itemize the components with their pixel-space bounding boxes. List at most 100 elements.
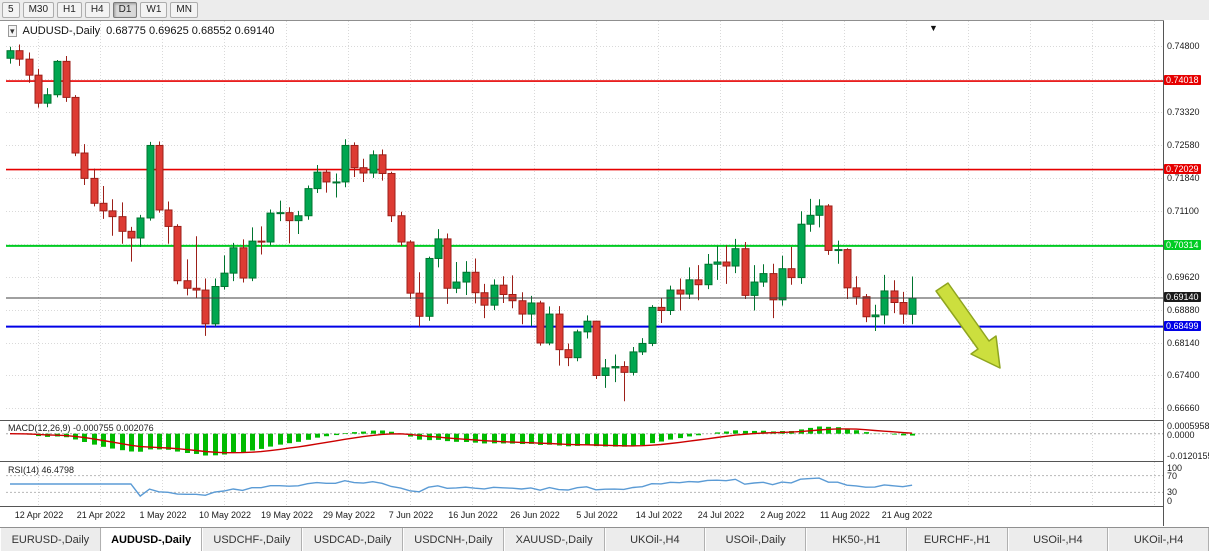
candle-body bbox=[629, 351, 638, 373]
candle-body bbox=[527, 302, 536, 315]
date-label: 19 May 2022 bbox=[260, 510, 314, 520]
tab-ukoil-h4[interactable]: UKOil-,H4 bbox=[1108, 528, 1209, 551]
timeframe-button-W1[interactable]: W1 bbox=[140, 2, 168, 18]
rsi-line bbox=[10, 477, 913, 498]
candle-body bbox=[108, 210, 117, 218]
tab-usdchf-daily[interactable]: USDCHF-,Daily bbox=[201, 528, 303, 551]
candle-body bbox=[127, 230, 136, 239]
candle-body bbox=[201, 289, 210, 325]
candle-body bbox=[666, 289, 675, 312]
candle-body bbox=[685, 279, 694, 295]
rsi-indicator-value: 46.4798 bbox=[41, 465, 75, 475]
candle-body bbox=[248, 240, 257, 279]
candle-body bbox=[741, 248, 750, 296]
candle-body bbox=[397, 215, 406, 243]
tab-ukoil-h4[interactable]: UKOil-,H4 bbox=[604, 528, 706, 551]
tab-usdcad-daily[interactable]: USDCAD-,Daily bbox=[302, 528, 403, 551]
candle-body bbox=[611, 366, 620, 369]
candles bbox=[6, 44, 917, 402]
candle-body bbox=[99, 202, 108, 212]
candle-body bbox=[34, 74, 43, 104]
candle-body bbox=[332, 181, 341, 184]
candle-body bbox=[731, 248, 740, 267]
candle-body bbox=[266, 212, 275, 243]
candle-body bbox=[369, 154, 378, 174]
tab-xauusd-daily[interactable]: XAUUSD-,Daily bbox=[503, 528, 605, 551]
candle-body bbox=[378, 154, 387, 174]
tab-usdcnh-daily[interactable]: USDCNH-,Daily bbox=[403, 528, 504, 551]
candle-body bbox=[155, 144, 164, 211]
candle-body bbox=[192, 287, 201, 291]
candle-body bbox=[53, 60, 62, 96]
date-label: 5 Jul 2022 bbox=[576, 510, 618, 520]
price-axis-label: 0.66660 bbox=[1167, 403, 1200, 414]
macd-indicator-values: -0.000755 0.002076 bbox=[73, 423, 154, 433]
price-level-badge: 0.72029 bbox=[1164, 163, 1201, 174]
candle-body bbox=[750, 281, 759, 296]
time-axis: 12 Apr 2022 21 Apr 2022 1 May 2022 10 May 2… bbox=[0, 508, 1163, 526]
macd-axis-label: -0.0120155 bbox=[1167, 451, 1209, 461]
timeframe-button-MN[interactable]: MN bbox=[170, 2, 198, 18]
candle-body bbox=[146, 144, 155, 219]
candle-body bbox=[220, 272, 229, 287]
candle-body bbox=[787, 268, 796, 279]
candle-body bbox=[257, 240, 266, 243]
candle-body bbox=[843, 249, 852, 289]
candle-body bbox=[425, 257, 434, 317]
candle-body bbox=[322, 171, 331, 183]
tab-eurchf-h1[interactable]: EURCHF-,H1 bbox=[906, 528, 1008, 551]
candle-body bbox=[555, 313, 564, 351]
chart-dropdown-icon[interactable]: ▾ bbox=[8, 25, 17, 37]
candle-body bbox=[592, 320, 601, 376]
tab-eurusd-daily[interactable]: EURUSD-,Daily bbox=[0, 528, 101, 551]
candle-body bbox=[173, 225, 182, 282]
timeframe-button-H4[interactable]: H4 bbox=[84, 2, 110, 18]
candle-body bbox=[285, 212, 294, 222]
candle-body bbox=[899, 302, 908, 315]
candle-body bbox=[564, 349, 573, 359]
macd-indicator-name: MACD(12,26,9) bbox=[8, 423, 71, 433]
candle-body bbox=[415, 292, 424, 317]
tab-usoil-h4[interactable]: USOil-,H4 bbox=[1007, 528, 1109, 551]
timeframe-button-M30[interactable]: M30 bbox=[22, 2, 55, 18]
date-label: 24 Jul 2022 bbox=[697, 510, 745, 520]
candle-body bbox=[25, 58, 34, 76]
candle-body bbox=[880, 290, 889, 316]
price-axis: 0.74800 0.73320 0.72580 0.71840 0.71100 0.696… bbox=[1164, 0, 1209, 527]
candle-body bbox=[71, 96, 80, 154]
candle-body bbox=[806, 214, 815, 225]
candle-body bbox=[359, 167, 368, 174]
timeframe-button-5[interactable]: 5 bbox=[2, 2, 20, 18]
price-axis-label: 0.71100 bbox=[1167, 205, 1199, 216]
candle-body bbox=[443, 238, 452, 289]
candle-body bbox=[778, 268, 787, 301]
candle-body bbox=[834, 249, 843, 252]
price-axis-label: 0.69620 bbox=[1167, 271, 1200, 282]
candle-body bbox=[471, 271, 480, 294]
candle-body bbox=[704, 263, 713, 286]
candle-body bbox=[90, 177, 99, 204]
current-price-badge: 0.69140 bbox=[1164, 292, 1201, 303]
scroll-end-marker: ▼ bbox=[929, 23, 938, 33]
timeframe-button-H1[interactable]: H1 bbox=[57, 2, 82, 18]
rsi-indicator-name: RSI(14) bbox=[8, 465, 40, 475]
candle-body bbox=[824, 205, 833, 251]
candle-body bbox=[545, 313, 554, 344]
tab-audusd-daily[interactable]: AUDUSD-,Daily bbox=[100, 528, 202, 551]
price-axis-label: 0.68140 bbox=[1167, 337, 1200, 348]
price-axis-label: 0.74800 bbox=[1167, 41, 1200, 52]
candle-body bbox=[6, 50, 15, 59]
date-label: 1 May 2022 bbox=[139, 510, 187, 520]
rsi-axis-label: 0 bbox=[1167, 496, 1173, 506]
candle-body bbox=[620, 366, 629, 373]
tab-hk50-h1[interactable]: HK50-,H1 bbox=[806, 528, 907, 551]
timeframe-button-D1[interactable]: D1 bbox=[112, 2, 138, 18]
tab-usoil-daily[interactable]: USOil-,Daily bbox=[705, 528, 806, 551]
date-label: 10 May 2022 bbox=[198, 510, 252, 520]
date-label: 26 Jun 2022 bbox=[510, 510, 560, 520]
candle-body bbox=[80, 152, 89, 179]
price-axis-label: 0.68880 bbox=[1167, 304, 1200, 315]
trend-arrow-annotation[interactable] bbox=[935, 282, 1001, 369]
chart-symbol-period: AUDUSD-,Daily bbox=[22, 25, 101, 37]
